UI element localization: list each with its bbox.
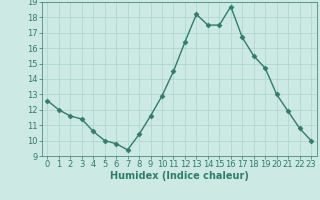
X-axis label: Humidex (Indice chaleur): Humidex (Indice chaleur) — [110, 171, 249, 181]
